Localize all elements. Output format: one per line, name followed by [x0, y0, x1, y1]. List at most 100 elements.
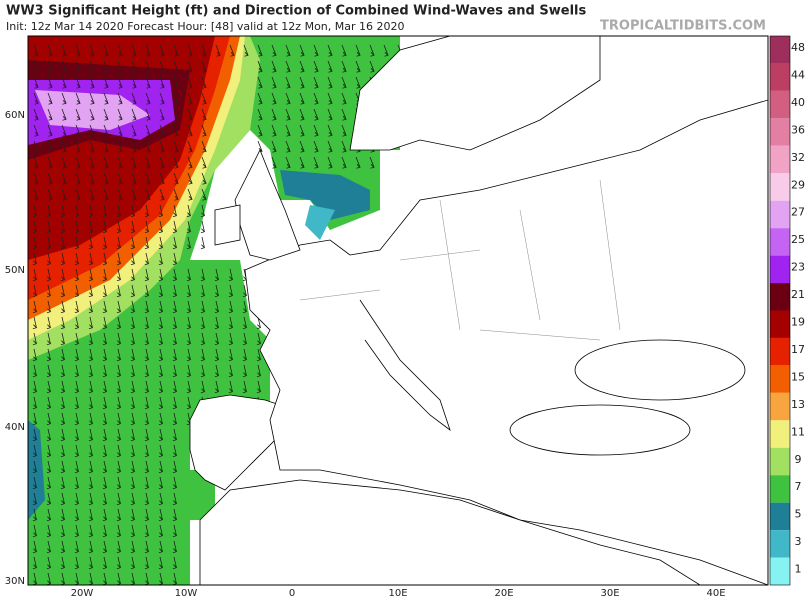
- wave-arrow: [88, 300, 94, 314]
- wave-arrow: [158, 428, 164, 442]
- wave-arrow: [271, 140, 277, 153]
- wave-arrow: [117, 44, 123, 57]
- wave-arrow: [242, 284, 248, 298]
- wave-arrow: [102, 364, 108, 378]
- wave-arrow: [242, 364, 248, 378]
- wave-arrow: [60, 268, 66, 282]
- wave-arrow: [61, 108, 67, 121]
- wave-arrow: [186, 380, 192, 394]
- wave-arrow: [102, 540, 108, 554]
- wave-arrow: [32, 460, 38, 474]
- wave-arrow: [60, 476, 66, 490]
- wave-arrow: [116, 572, 122, 585]
- lon-label: 20W: [71, 588, 94, 599]
- wave-arrow: [257, 76, 263, 89]
- wave-arrow: [173, 108, 179, 121]
- wave-arrow: [103, 172, 109, 185]
- wave-arrow: [74, 396, 80, 410]
- wave-arrow: [116, 380, 122, 394]
- wave-arrow: [186, 316, 192, 330]
- wave-arrow: [130, 524, 136, 538]
- wave-arrow: [145, 188, 151, 201]
- wave-arrow: [103, 124, 109, 137]
- wave-arrow: [32, 572, 38, 585]
- wave-arrow: [327, 76, 333, 89]
- wave-arrow: [102, 396, 108, 410]
- wave-arrow: [285, 140, 291, 153]
- wave-arrow: [88, 540, 94, 554]
- wave-arrow: [74, 252, 80, 266]
- wave-arrow: [131, 76, 137, 89]
- wave-arrow: [32, 236, 38, 250]
- wave-arrow: [130, 572, 136, 585]
- wave-arrow: [75, 156, 81, 169]
- wave-field-teal: [280, 170, 370, 220]
- wave-arrow: [46, 428, 52, 442]
- wave-arrow: [116, 444, 122, 458]
- wave-arrow: [145, 124, 151, 137]
- wave-arrow: [75, 124, 81, 137]
- wave-arrow: [33, 172, 39, 185]
- wave-arrow: [102, 252, 108, 266]
- mainland-europe: [244, 99, 768, 585]
- wave-arrow: [158, 524, 164, 538]
- wave-arrow: [88, 348, 94, 362]
- wave-arrow: [47, 108, 53, 121]
- colorbar-label: 27: [791, 206, 805, 219]
- colorbar-label: 44: [791, 68, 805, 81]
- wave-arrow: [313, 92, 319, 105]
- wave-arrow: [46, 396, 52, 410]
- wave-arrow: [102, 444, 108, 458]
- wave-arrow: [200, 332, 206, 346]
- wave-arrow: [187, 156, 193, 169]
- wave-arrow: [74, 332, 80, 346]
- wave-arrow: [74, 380, 80, 394]
- wave-arrow: [32, 300, 38, 314]
- black-sea: [574, 339, 746, 401]
- wave-arrow: [46, 556, 52, 570]
- wave-arrow: [256, 364, 262, 378]
- wave-arrow: [61, 172, 67, 185]
- wave-arrow: [116, 428, 122, 442]
- colorbar-swatch: [770, 365, 790, 393]
- wave-arrow: [130, 396, 136, 410]
- wave-arrow: [60, 524, 66, 538]
- wave-arrow: [116, 300, 122, 314]
- wave-arrow: [32, 204, 38, 218]
- wave-arrow: [187, 188, 193, 201]
- wave-arrow: [130, 380, 136, 394]
- wave-arrow: [103, 76, 109, 89]
- wave-arrow: [145, 156, 151, 169]
- wave-arrow: [103, 108, 109, 121]
- wave-arrow: [74, 572, 80, 585]
- wave-arrow: [32, 252, 38, 266]
- wave-arrow: [145, 92, 151, 105]
- wave-arrow: [144, 268, 150, 282]
- wave-arrow: [116, 460, 122, 474]
- wave-arrow: [172, 332, 178, 346]
- wave-arrow: [102, 316, 108, 330]
- wave-arrow: [172, 444, 178, 458]
- wave-arrow: [88, 204, 94, 218]
- wave-arrow: [145, 108, 151, 121]
- wave-arrow: [33, 124, 39, 137]
- wave-arrow: [186, 332, 192, 346]
- wave-arrow: [32, 316, 38, 330]
- wave-arrow: [116, 332, 122, 346]
- colorbar-label: 9: [795, 453, 802, 466]
- wave-arrow: [173, 44, 179, 57]
- great-britain: [234, 149, 301, 261]
- wave-arrow: [201, 124, 207, 137]
- wave-arrow: [102, 236, 108, 250]
- iberia: [189, 394, 281, 491]
- wave-arrow: [130, 556, 136, 570]
- wave-arrow: [60, 332, 66, 346]
- wave-arrow: [88, 508, 94, 522]
- wave-arrow: [186, 300, 192, 314]
- wave-arrow: [32, 412, 38, 426]
- wave-arrow: [130, 460, 136, 474]
- title: WW3 Significant Height (ft) and Directio…: [6, 4, 586, 19]
- wave-arrow: [187, 140, 193, 153]
- wave-arrow: [117, 108, 123, 121]
- wave-arrow: [116, 540, 122, 554]
